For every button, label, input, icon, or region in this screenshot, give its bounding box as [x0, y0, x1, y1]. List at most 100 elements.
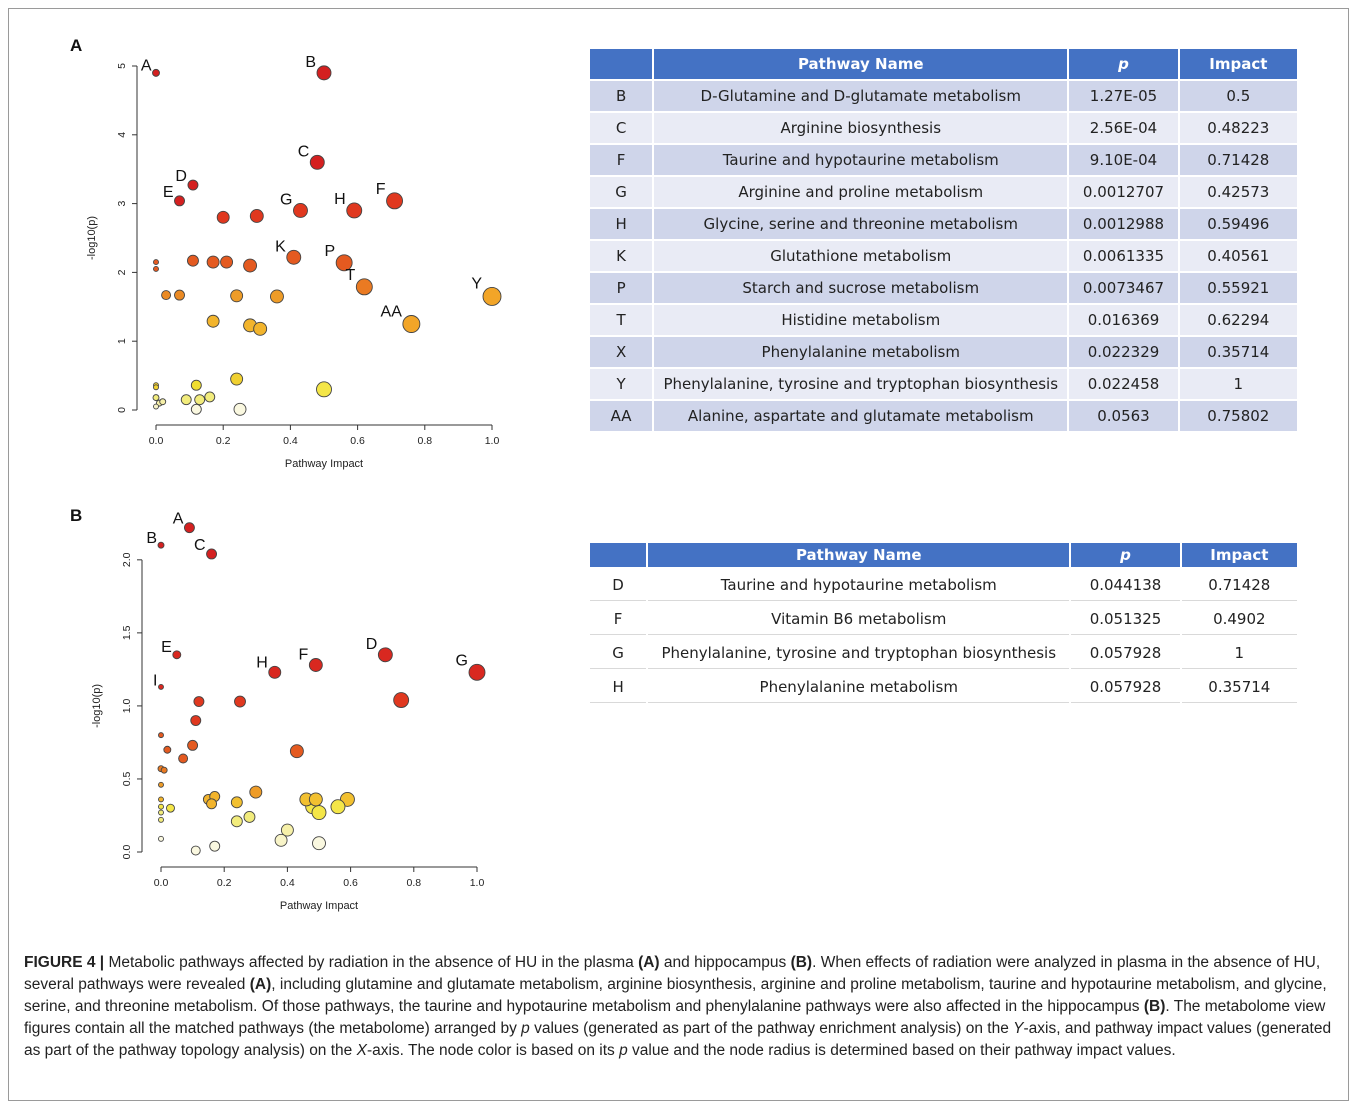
pathway-point — [190, 379, 202, 391]
point-label: E — [163, 184, 174, 201]
table-a-header-code — [590, 49, 653, 79]
y-tick-label: 2.0 — [121, 552, 133, 567]
table-a-row: B D-Glutamine and D-glutamate metabolism 1… — [590, 81, 1297, 111]
pathway-point — [187, 739, 199, 751]
y-tick-label: 0.5 — [121, 772, 133, 787]
table-a-cell-impact: 0.35714 — [1179, 337, 1297, 367]
pathway-point — [243, 258, 258, 273]
pathway-point — [243, 810, 256, 823]
pathway-point-y — [482, 287, 502, 306]
caption-text: values (generated as part of the pathway… — [529, 1020, 1014, 1037]
caption-italic: p — [521, 1020, 530, 1037]
caption-ref-a: (A) — [249, 976, 272, 993]
point-label: H — [256, 654, 268, 671]
point-label: F — [376, 181, 386, 198]
table-a-cell-impact: 0.62294 — [1179, 305, 1297, 335]
pathway-point — [220, 255, 234, 269]
table-a-cell-p-value: 0.0061335 — [1069, 241, 1178, 271]
table-a-cell-code: T — [590, 305, 653, 335]
table-a-cell-p-value: 0.022329 — [1069, 337, 1178, 367]
pathway-point — [158, 816, 164, 823]
pathway-point — [316, 381, 332, 398]
plot-a-scatter: 0.0 0.2 0.4 0.6 0.8 1.0 0 1 2 3 4 5 Pathway Impact -l… — [86, 54, 502, 470]
table-a-cell-p-value: 0.0073467 — [1069, 273, 1178, 303]
pathway-point — [249, 785, 263, 799]
y-axis-label: -log10(p) — [91, 684, 103, 728]
table-b-cell-pathway-name: Vitamin B6 metabolism — [648, 603, 1070, 635]
point-label: G — [456, 652, 468, 669]
table-a-cell-code: G — [590, 177, 653, 207]
pathway-point — [230, 289, 244, 303]
table-a-cell-p-value: 0.0012988 — [1069, 209, 1178, 239]
table-a-cell-code: C — [590, 113, 653, 143]
table-b-cell-p-value: 0.057928 — [1071, 637, 1180, 669]
point-label: AA — [381, 304, 403, 321]
caption-text: , including glutamine and glutamate meta… — [24, 976, 1327, 1015]
pathway-point-i — [158, 683, 164, 690]
table-a-cell-code: F — [590, 145, 653, 175]
x-tick-label: 0.4 — [283, 435, 298, 447]
pathway-point-e — [172, 650, 182, 660]
table-a-cell-pathway-name: Glutathione metabolism — [654, 241, 1068, 271]
pathway-point-f — [386, 192, 404, 210]
pathway-point-g — [293, 203, 308, 218]
pathway-point — [233, 402, 247, 416]
table-a-cell-p-value: 9.10E-04 — [1069, 145, 1178, 175]
pathway-point — [289, 744, 304, 759]
table-b-cell-impact: 0.4902 — [1181, 603, 1297, 635]
caption-text: and hippocampus — [659, 954, 791, 971]
pathway-point-d — [377, 647, 393, 663]
pathway-point — [308, 792, 323, 807]
pathway-point-aa — [402, 315, 421, 333]
caption-ref-b: (B) — [1143, 998, 1166, 1015]
x-tick-label: 1.0 — [470, 877, 485, 889]
pathway-point — [234, 695, 246, 708]
table-b-cell-p-value: 0.051325 — [1071, 603, 1180, 635]
table-a-row: AA Alanine, aspartate and glutamate metab… — [590, 401, 1297, 431]
point-label: P — [324, 243, 335, 260]
table-a-row: F Taurine and hypotaurine metabolism 9.10E… — [590, 145, 1297, 175]
pathway-point — [274, 833, 288, 847]
table-b-cell-p-value: 0.057928 — [1071, 671, 1180, 703]
table-b-header-impact: Impact — [1181, 543, 1297, 567]
pathway-point-k — [286, 249, 302, 265]
caption-figure-label: FIGURE 4 | — [24, 954, 105, 971]
pathway-point — [159, 398, 167, 406]
pathway-point — [206, 255, 220, 269]
table-a-row: G Arginine and proline metabolism 0.001270… — [590, 177, 1297, 207]
pathway-point — [312, 836, 326, 851]
pathway-point — [166, 803, 175, 813]
point-label: C — [194, 537, 206, 554]
point-label: C — [298, 143, 310, 160]
table-a-cell-p-value: 0.0012707 — [1069, 177, 1178, 207]
table-a-row: C Arginine biosynthesis 2.56E-04 0.48223 — [590, 113, 1297, 143]
point-label: T — [346, 267, 356, 284]
x-tick-label: 0.8 — [406, 877, 421, 889]
pathway-point — [174, 289, 185, 301]
pathway-point — [158, 796, 164, 803]
y-tick-label: 2 — [116, 269, 128, 275]
point-label: E — [161, 639, 172, 656]
table-b-header-p: p — [1071, 543, 1180, 567]
x-axis-label: Pathway Impact — [285, 458, 363, 470]
point-label: F — [299, 647, 309, 664]
table-b-row: F Vitamin B6 metabolism 0.051325 0.4902 — [590, 603, 1297, 635]
caption-text: -axis. The node color is based on its — [366, 1042, 620, 1059]
panel-b-letter: B — [70, 506, 83, 525]
pathway-point — [230, 372, 244, 386]
table-b-header-code — [590, 543, 647, 567]
table-a-cell-impact: 0.75802 — [1179, 401, 1297, 431]
table-b-cell-pathway-name: Taurine and hypotaurine metabolism — [648, 569, 1070, 601]
pathway-point-e — [174, 195, 185, 207]
axes: 0.0 0.2 0.4 0.6 0.8 1.0 0 1 2 3 4 5 Pathway Impact -l… — [86, 63, 499, 470]
pathway-point-a — [152, 68, 160, 77]
table-b-cell-impact: 0.35714 — [1181, 671, 1297, 703]
pathway-point-h — [346, 202, 363, 219]
table-a-cell-pathway-name: Taurine and hypotaurine metabolism — [654, 145, 1068, 175]
pathway-point — [280, 823, 294, 837]
caption-italic: Y — [1013, 1020, 1024, 1037]
table-a-header-impact: Impact — [1179, 49, 1297, 79]
caption-text: Metabolic pathways affected by radiation… — [104, 954, 639, 971]
y-tick-label: 1.5 — [121, 625, 133, 640]
table-a-cell-pathway-name: Glycine, serine and threonine metabolism — [654, 209, 1068, 239]
